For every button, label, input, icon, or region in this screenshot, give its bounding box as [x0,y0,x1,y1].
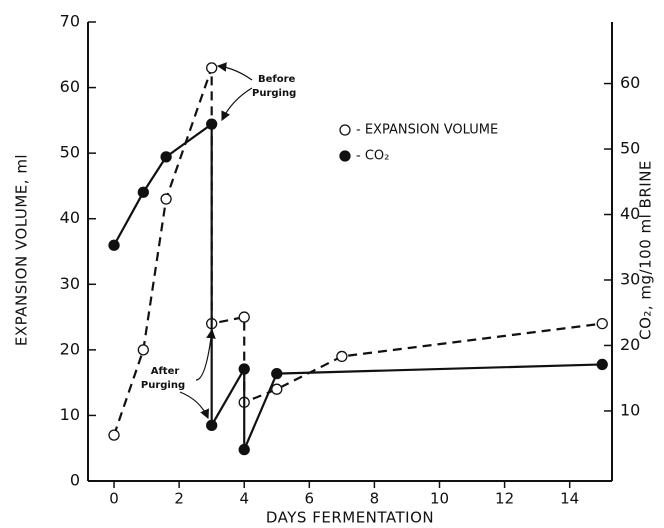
y2-tick-label: 40 [620,204,640,223]
data-point [238,311,250,323]
y2-tick-label: 30 [620,269,640,288]
y-tick-label: 50 [60,143,80,162]
legend-marker [339,150,351,162]
y2-axis-label: CO₂, mg/100 ml BRINE [637,160,655,340]
x-tick-label: 0 [109,490,119,508]
annotation: After [151,366,180,377]
x-tick-label: 10 [430,490,449,508]
data-point [206,118,218,130]
data-point [596,317,608,330]
x-axis-label: DAYS FERMENTATION [266,509,434,527]
data-point [137,344,149,356]
x-tick-label: 12 [495,490,514,508]
data-point [206,419,218,431]
data-point [108,429,120,441]
data-point [271,383,283,395]
y2-tick-label: 50 [620,139,640,158]
y-tick-label: 20 [60,339,80,358]
y-tick-label: 70 [60,12,80,31]
data-point [336,350,348,363]
x-tick-label: 6 [305,490,315,508]
y2-tick-label: 60 [620,73,640,92]
x-tick-label: 2 [174,490,184,508]
y2-tick-label: 20 [620,335,640,354]
y-tick-label: 40 [60,208,80,227]
y-tick-label: 30 [60,274,80,293]
data-point [160,151,172,163]
data-point [271,367,283,380]
legend-label: - CO₂ [356,149,389,164]
x-tick-label: 14 [560,490,579,508]
x-tick-label: 8 [370,490,380,508]
annotation: Purging [252,88,296,99]
data-point [206,62,218,74]
annotation: Before [258,74,296,85]
data-point [137,186,149,198]
annotation-arrows [179,62,253,420]
legend-label: - EXPANSION VOLUME [356,123,498,138]
annotation: Purging [141,380,185,391]
x-tick-label: 4 [239,490,249,508]
y-tick-label: 60 [60,77,80,96]
data-point [596,358,608,371]
data-point [238,363,250,375]
series-line [113,122,603,451]
legend-marker [339,124,351,136]
y-tick-label: 0 [70,471,80,490]
y-tick-label: 10 [60,405,80,424]
data-point [238,443,250,456]
data-point [160,193,172,205]
y2-tick-label: 10 [620,400,640,419]
data-point [108,239,120,251]
y-axis-label: EXPANSION VOLUME, ml [13,154,31,346]
